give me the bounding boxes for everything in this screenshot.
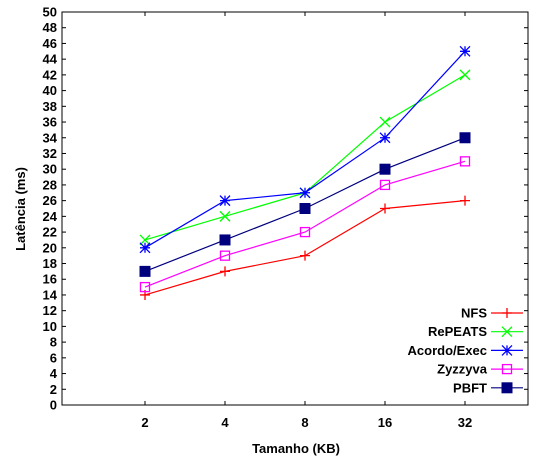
cross-marker xyxy=(379,116,391,128)
legend-label: RePEATS xyxy=(428,324,487,339)
filled-square-marker xyxy=(139,265,151,277)
y-tick-label: 46 xyxy=(43,36,57,51)
open-square-marker xyxy=(299,226,311,238)
open-square-marker xyxy=(501,363,513,375)
x-tick-label: 16 xyxy=(378,415,392,430)
x-tick-label: 32 xyxy=(458,415,472,430)
y-tick-label: 6 xyxy=(50,350,57,365)
y-tick-label: 30 xyxy=(43,162,57,177)
y-tick-label: 2 xyxy=(50,382,57,397)
y-axis: 0246810121416182022242628303234363840424… xyxy=(43,5,528,413)
x-axis-label: Tamanho (KB) xyxy=(252,441,340,456)
plus-marker xyxy=(220,266,230,277)
open-square-marker xyxy=(459,156,471,167)
filled-square-marker xyxy=(219,234,231,246)
x-tick-label: 8 xyxy=(301,415,308,430)
y-tick-label: 10 xyxy=(43,319,57,334)
y-tick-label: 16 xyxy=(43,272,57,287)
plus-marker xyxy=(460,195,470,206)
star-marker xyxy=(459,45,471,57)
star-marker xyxy=(379,132,391,144)
cross-marker xyxy=(139,234,151,246)
legend-item: Acordo/Exec xyxy=(408,343,523,358)
series-pbft xyxy=(139,132,471,277)
y-tick-label: 0 xyxy=(50,398,57,413)
y-tick-label: 22 xyxy=(43,225,57,240)
open-square-marker xyxy=(219,250,231,261)
series-zyzzyva xyxy=(139,156,471,293)
y-tick-label: 34 xyxy=(43,130,58,145)
y-tick-label: 38 xyxy=(43,99,57,114)
x-tick-label: 2 xyxy=(141,415,148,430)
y-tick-label: 12 xyxy=(43,303,57,318)
star-marker xyxy=(299,187,311,199)
y-tick-label: 26 xyxy=(43,193,57,208)
plus-marker xyxy=(380,203,390,214)
series-layer xyxy=(139,45,471,300)
filled-square-marker xyxy=(299,203,311,214)
open-square-marker xyxy=(379,179,391,191)
star-marker xyxy=(219,195,231,207)
x-axis: 2 4 8 16 32 xyxy=(141,12,472,430)
plot-area xyxy=(61,11,529,406)
cross-marker xyxy=(459,69,471,81)
legend-item: PBFT xyxy=(453,380,523,395)
star-marker xyxy=(139,242,151,254)
y-tick-label: 20 xyxy=(43,240,57,255)
star-marker xyxy=(501,344,513,356)
y-tick-label: 8 xyxy=(50,335,57,350)
legend-item: Zyzzyva xyxy=(437,362,523,377)
filled-square-marker xyxy=(459,132,471,144)
y-tick-label: 14 xyxy=(43,287,58,302)
filled-square-marker xyxy=(379,163,391,175)
y-tick-label: 50 xyxy=(43,5,57,20)
series-line xyxy=(144,160,466,288)
legend-label: Acordo/Exec xyxy=(408,343,487,358)
plus-marker xyxy=(502,308,512,318)
filled-square-marker xyxy=(501,382,513,394)
cross-marker xyxy=(219,210,231,222)
plus-marker xyxy=(300,250,310,261)
y-tick-label: 24 xyxy=(43,209,58,224)
y-tick-label: 28 xyxy=(43,177,57,192)
y-tick-label: 48 xyxy=(43,20,57,35)
y-axis-label: Latência (ms) xyxy=(13,167,28,251)
y-tick-label: 32 xyxy=(43,146,57,161)
series-acordo-exec xyxy=(139,45,471,254)
legend-label: NFS xyxy=(461,306,487,321)
open-square-marker xyxy=(139,281,151,293)
legend: NFS RePEATS Acordo/Exec Zyzzyva PBFT xyxy=(408,306,523,395)
legend-item: NFS xyxy=(461,306,523,321)
legend-label: Zyzzyva xyxy=(437,362,488,377)
y-tick-label: 44 xyxy=(43,52,58,67)
cross-marker xyxy=(501,326,513,338)
y-tick-label: 36 xyxy=(43,115,57,130)
legend-item: RePEATS xyxy=(428,324,523,339)
y-tick-label: 40 xyxy=(43,83,57,98)
y-tick-label: 18 xyxy=(43,256,57,271)
x-tick-label: 4 xyxy=(221,415,229,430)
y-tick-label: 4 xyxy=(50,366,58,381)
y-tick-label: 42 xyxy=(43,67,57,82)
legend-label: PBFT xyxy=(453,380,487,395)
